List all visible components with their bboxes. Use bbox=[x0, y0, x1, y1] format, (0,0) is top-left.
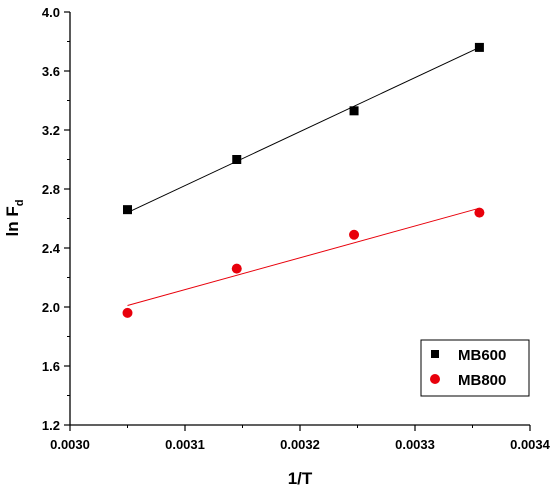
y-tick-label: 2.8 bbox=[42, 182, 60, 197]
y-axis-ticks: 1.2 1.6 2.0 2.4 2.8 3.2 3.6 4.0 bbox=[42, 5, 70, 433]
legend-marker-mb600 bbox=[431, 350, 439, 358]
point-mb600 bbox=[349, 106, 359, 116]
point-mb800 bbox=[474, 207, 485, 218]
y-axis-label-main: ln F bbox=[3, 206, 22, 236]
legend: MB600 MB800 bbox=[420, 339, 530, 397]
point-mb800 bbox=[122, 307, 133, 318]
point-mb600 bbox=[123, 205, 132, 215]
x-axis-label: 1/T bbox=[288, 469, 313, 488]
y-tick-label: 1.2 bbox=[42, 418, 60, 433]
point-mb600 bbox=[474, 42, 484, 52]
fit-lines bbox=[127, 46, 480, 307]
x-tick-label: 0.0032 bbox=[280, 437, 320, 452]
y-tick-label: 2.0 bbox=[42, 300, 60, 315]
legend-marker-mb800 bbox=[430, 374, 440, 384]
x-tick-label: 0.0031 bbox=[165, 437, 205, 452]
y-tick-label: 3.2 bbox=[42, 123, 60, 138]
legend-label-mb600: MB600 bbox=[458, 347, 506, 364]
y-tick-label: 4.0 bbox=[42, 5, 60, 20]
fit-line-mb800 bbox=[127, 207, 480, 307]
y-tick-label: 3.6 bbox=[42, 64, 60, 79]
point-mb800 bbox=[231, 263, 242, 274]
point-mb600 bbox=[232, 155, 242, 164]
fit-line-mb600 bbox=[127, 46, 480, 214]
y-tick-label: 2.4 bbox=[42, 241, 61, 256]
data-points bbox=[122, 42, 485, 318]
legend-box bbox=[420, 339, 530, 397]
y-axis-label: ln Fd bbox=[3, 200, 26, 237]
x-tick-label: 0.0033 bbox=[395, 437, 435, 452]
y-axis-label-subscript: d bbox=[14, 200, 26, 207]
x-axis-ticks: 0.0030 0.0031 0.0032 0.0033 0.0034 bbox=[50, 425, 550, 452]
x-tick-label: 0.0034 bbox=[510, 437, 550, 452]
point-mb800 bbox=[349, 229, 360, 240]
y-tick-label: 1.6 bbox=[42, 359, 60, 374]
legend-label-mb800: MB800 bbox=[458, 372, 506, 389]
x-tick-label: 0.0030 bbox=[50, 437, 90, 452]
